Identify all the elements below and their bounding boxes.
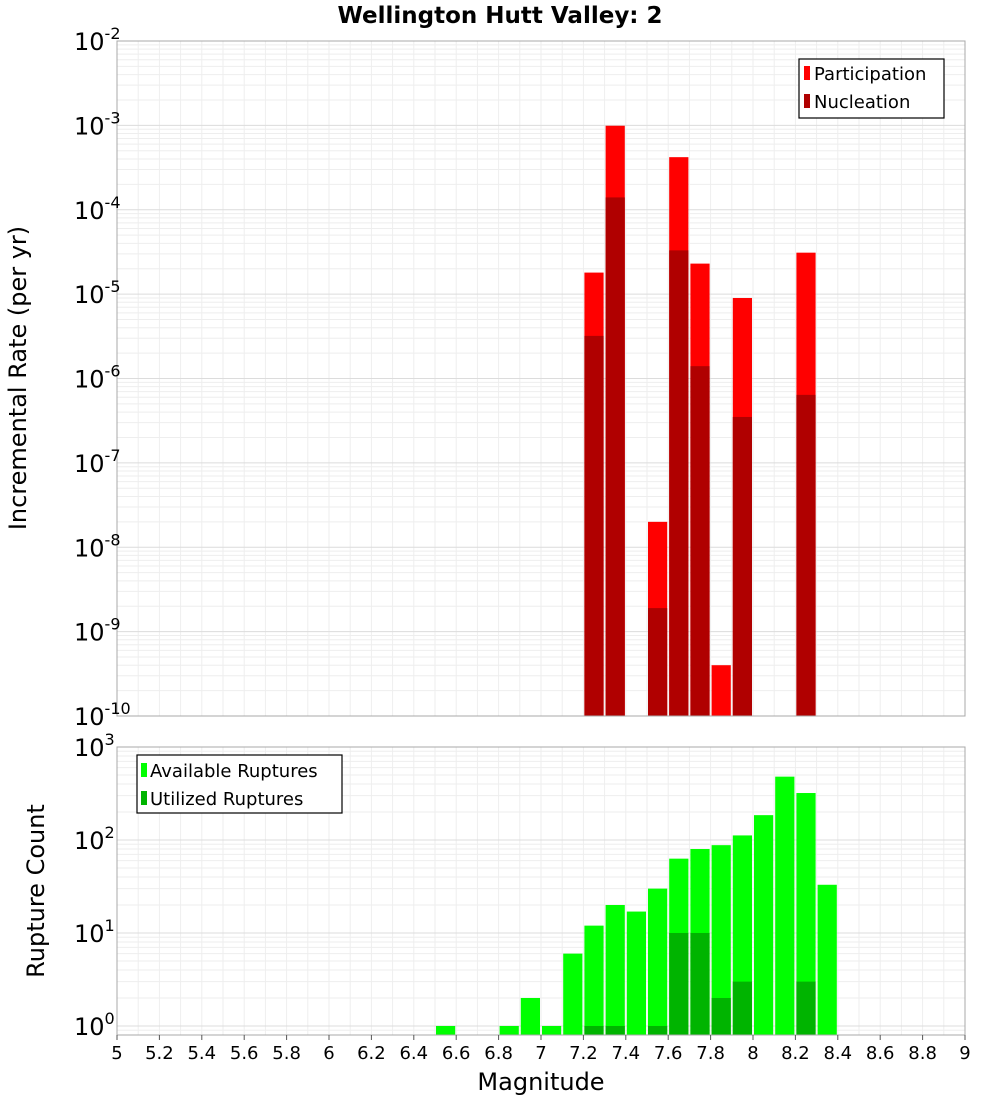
rate-panel: 10-2 10-3 10-4 10-5 10-6 10-7 10-8 10-9 10-10 In… — [4, 24, 966, 731]
rate-y-tick-label: 10-8 — [74, 530, 121, 562]
count-bar-b — [648, 1025, 668, 1035]
x-tick-label: 6.6 — [442, 1043, 471, 1064]
x-tick-label: 5.4 — [187, 1043, 216, 1064]
legend-swatch-available — [141, 763, 147, 777]
rate-y-ticks: 10-2 10-3 10-4 10-5 10-6 10-7 10-8 10-9 10-10 — [74, 24, 131, 731]
count-y-axis-label: Rupture Count — [22, 804, 50, 978]
legend-swatch-participation — [804, 66, 810, 80]
x-tick-label: 8.8 — [908, 1043, 937, 1064]
count-bar-a — [648, 888, 668, 1035]
count-bar-b — [711, 997, 731, 1035]
count-y-tick-label: 103 — [74, 730, 115, 762]
count-panel: 103 102 101 100 5 5.2 5.4 5.6 5.8 6 6.2 6.4 6.6 6.8 7… — [22, 730, 971, 1096]
count-bar-a — [626, 911, 646, 1035]
rate-y-tick-label: 10-9 — [74, 615, 121, 647]
x-tick-label: 6.4 — [399, 1043, 428, 1064]
rate-bars — [584, 125, 816, 717]
rate-bar-b — [584, 335, 604, 716]
count-grid — [116, 746, 966, 1036]
rate-plot-frame — [116, 40, 966, 717]
count-bar-b — [732, 981, 752, 1035]
rate-y-tick-label: 10-6 — [74, 362, 121, 394]
legend-label-nucleation: Nucleation — [814, 92, 910, 113]
x-tick-label: 6.2 — [357, 1043, 386, 1064]
rate-y-tick-label: 10-10 — [74, 699, 131, 731]
count-bar-a — [817, 884, 837, 1035]
rate-bar-b — [796, 394, 816, 716]
count-bar-a — [520, 997, 540, 1035]
x-tick-label: 8 — [747, 1043, 758, 1064]
count-bar-a — [499, 1025, 519, 1035]
count-y-tick-label: 101 — [74, 916, 115, 948]
rate-y-tick-label: 10-7 — [74, 446, 121, 478]
rate-y-tick-label: 10-2 — [74, 24, 121, 56]
rate-y-tick-label: 10-4 — [74, 193, 121, 225]
x-tick-label: 7.8 — [696, 1043, 725, 1064]
rate-bar-b — [690, 366, 710, 716]
rate-y-axis-label: Incremental Rate (per yr) — [4, 226, 32, 530]
x-tick-label: 6.8 — [484, 1043, 513, 1064]
chart-title: Wellington Hutt Valley: 2 — [337, 3, 662, 29]
x-tick-label: 7 — [535, 1043, 546, 1064]
count-bar-a — [563, 953, 583, 1035]
count-bar-a — [584, 925, 604, 1035]
x-tick-label: 7.6 — [654, 1043, 683, 1064]
count-bar-a — [542, 1025, 562, 1035]
legend-swatch-utilized — [141, 791, 147, 805]
rate-bar-b — [732, 416, 752, 716]
count-bar-a — [605, 904, 625, 1035]
rate-bar-b — [605, 197, 625, 717]
x-tick-label: 5.8 — [272, 1043, 301, 1064]
rate-bar-b — [669, 250, 689, 717]
x-tick-label: 5 — [111, 1043, 122, 1064]
count-legend-box — [136, 754, 343, 814]
rate-legend: Participation Nucleation — [798, 58, 945, 119]
legend-label-participation: Participation — [814, 64, 926, 85]
count-bar-a — [436, 1025, 456, 1035]
rate-grid — [116, 40, 966, 717]
x-tick-label: 9 — [959, 1043, 970, 1064]
count-bars — [436, 776, 837, 1035]
count-y-tick-label: 100 — [74, 1009, 115, 1041]
legend-label-available: Available Ruptures — [150, 761, 318, 782]
x-tick-label: 8.4 — [823, 1043, 852, 1064]
rate-y-tick-label: 10-5 — [74, 277, 121, 309]
x-tick-label: 7.2 — [569, 1043, 598, 1064]
rate-bar-a — [711, 665, 731, 716]
count-bar-a — [711, 845, 731, 1035]
x-tick-label: 5.6 — [230, 1043, 259, 1064]
x-tick-label: 8.6 — [866, 1043, 895, 1064]
count-bar-b — [669, 932, 689, 1035]
count-y-ticks: 103 102 101 100 — [74, 730, 115, 1041]
count-legend: Available Ruptures Utilized Ruptures — [136, 754, 343, 814]
rate-legend-box — [798, 58, 945, 119]
count-bar-a — [775, 776, 795, 1035]
legend-label-utilized: Utilized Ruptures — [150, 789, 303, 810]
x-tick-label: 6 — [323, 1043, 334, 1064]
count-bar-b — [690, 932, 710, 1035]
x-tick-label: 5.2 — [145, 1043, 174, 1064]
count-y-tick-label: 102 — [74, 823, 115, 855]
x-axis-label: Magnitude — [477, 1068, 604, 1096]
x-ticks: 5 5.2 5.4 5.6 5.8 6 6.2 6.4 6.6 6.8 7 7.2 7.4 7.6 7.8 8… — [111, 1035, 971, 1064]
count-bar-b — [796, 981, 816, 1035]
count-bar-b — [605, 1025, 625, 1035]
x-tick-label: 7.4 — [611, 1043, 640, 1064]
x-tick-label: 8.2 — [781, 1043, 810, 1064]
rate-bar-b — [648, 608, 668, 716]
legend-swatch-nucleation — [804, 94, 810, 108]
count-bar-b — [584, 1025, 604, 1035]
rate-y-tick-label: 10-3 — [74, 108, 121, 140]
count-bar-a — [754, 815, 774, 1035]
count-bar-a — [796, 793, 816, 1035]
